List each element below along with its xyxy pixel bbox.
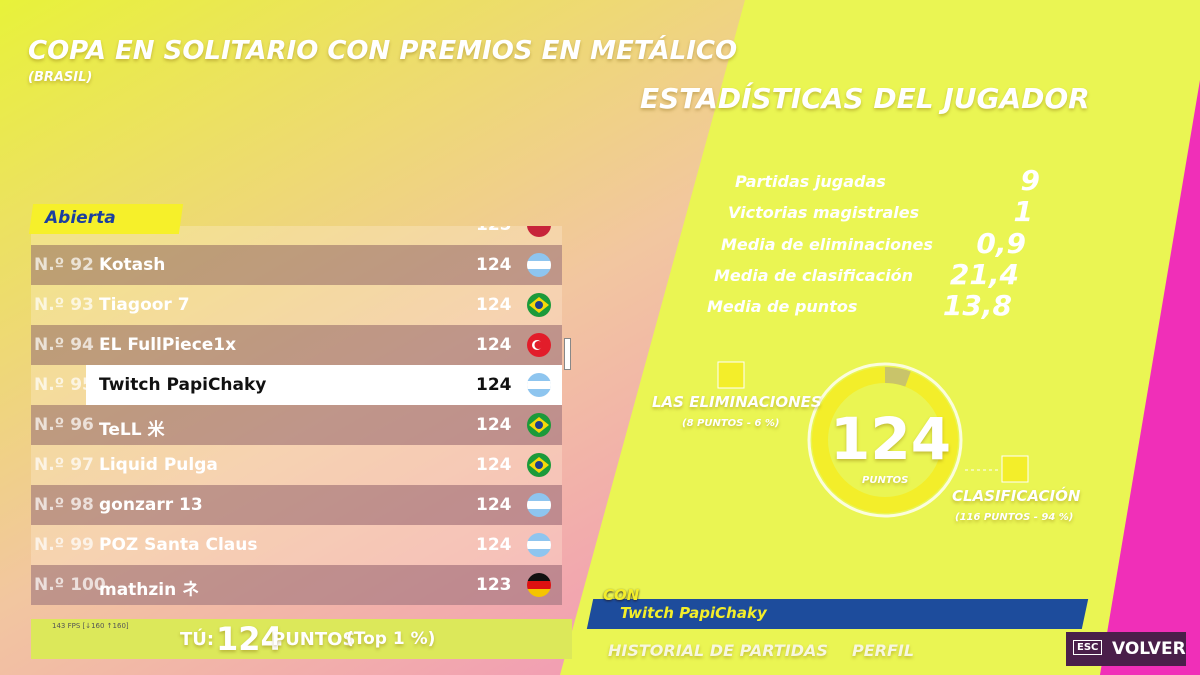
flag [527, 573, 551, 597]
leaderboard-row[interactable]: N.º 94 EL FullPiece1x 124 [31, 325, 562, 365]
stats-title: ESTADÍSTICAS DEL JUGADOR [640, 82, 1090, 115]
stat-value: 1 [1013, 195, 1033, 229]
back-label[interactable]: VOLVER [1112, 639, 1186, 659]
highlight [86, 365, 562, 405]
rank: N.º 100 [34, 575, 106, 595]
tab-history[interactable]: HISTORIAL DE PARTIDAS [608, 641, 828, 660]
flag [527, 453, 551, 477]
flag [527, 413, 551, 437]
points: 124 [476, 255, 512, 275]
rank: N.º 99 [34, 535, 94, 555]
player-name: gonzarr 13 [99, 495, 203, 515]
player-name: POZ Santa Claus [99, 535, 258, 555]
flag [527, 493, 551, 517]
stat-label: Media de puntos [707, 297, 858, 317]
points: 124 [476, 295, 512, 315]
stat-label: Victorias magistrales [728, 203, 920, 223]
flag [527, 226, 551, 237]
stat-label: Partidas jugadas [735, 172, 886, 191]
flag [527, 373, 551, 397]
flag-icon [527, 533, 551, 562]
flag-icon [527, 333, 551, 362]
flag-icon [527, 253, 551, 282]
rank: N.º 92 [34, 255, 94, 275]
flag-icon [527, 453, 551, 482]
leaderboard-row[interactable]: N.º 92 Kotash 124 [31, 245, 562, 285]
player-name: TeLL 米 [99, 420, 165, 440]
total-label: PUNTOS [862, 475, 909, 486]
points-chart [717, 361, 1029, 518]
points: 124 [476, 415, 512, 435]
points: 124 [476, 535, 512, 555]
subtitle: (BRASIL) [28, 70, 93, 85]
flag-icon [527, 293, 551, 322]
flag-icon [527, 573, 551, 602]
points: 124 [476, 495, 512, 515]
stat-label: Media de eliminaciones [721, 234, 933, 254]
rank: N.º 93 [34, 295, 94, 315]
flag [527, 293, 551, 317]
stat-value: 13,8 [942, 289, 1012, 323]
elim-title: LAS ELIMINACIONES [652, 393, 822, 411]
elim-detail: (8 PUNTOS - 6 %) [682, 418, 780, 429]
top: (Top 1 %) [346, 629, 436, 649]
rank: N.º 95 [34, 375, 94, 395]
player-name: Liquid Pulga [99, 455, 218, 475]
points: 124 [476, 335, 512, 355]
esc-key: ESC [1073, 640, 1103, 655]
with: CON [603, 586, 640, 604]
leaderboard-row[interactable]: N.º 99 POZ Santa Claus 124 [31, 525, 562, 565]
scrollbar[interactable] [564, 338, 571, 370]
points: 124 [476, 455, 512, 475]
points: 124 [476, 375, 512, 395]
place-detail: (116 PUNTOS - 94 %) [955, 512, 1074, 523]
points-label: PUNTOS [272, 629, 356, 650]
stat-value: 21,4 [949, 257, 1019, 291]
total-points: 124 [830, 405, 952, 473]
rank: N.º 97 [34, 455, 94, 475]
leaderboard-row[interactable]: N.º 95 Twitch PapiChaky 124 [31, 365, 562, 405]
flag-icon [527, 226, 551, 242]
player-name: Twitch PapiChaky [99, 375, 267, 395]
points: 125 [476, 226, 512, 235]
flag-icon [527, 413, 551, 442]
tab[interactable]: Abierta [45, 208, 116, 228]
player-name: mathzin ネ [99, 580, 200, 600]
back-button[interactable] [1066, 632, 1186, 666]
player-name: Tiagoor 7 [99, 295, 190, 315]
leaderboard-row[interactable]: N.º 98 gonzarr 13 124 [31, 485, 562, 525]
player-name: Kotash [99, 255, 166, 275]
flag-icon [527, 373, 551, 402]
points: 123 [476, 575, 512, 595]
flag-icon [527, 493, 551, 522]
leaderboard-row[interactable]: N.º 100 mathzin ネ 123 [31, 565, 562, 605]
leaderboard-row[interactable]: N.º 96 TeLL 米 124 [31, 405, 562, 445]
player-name: Twitch PapiChaky [620, 604, 767, 622]
title: COPA EN SOLITARIO CON PREMIOS EN METÁLIC… [28, 36, 738, 66]
place-title: CLASIFICACIÓN [952, 487, 1081, 505]
player-name: EL FullPiece1x [99, 335, 237, 355]
flag [527, 333, 551, 357]
tab-profile[interactable]: PERFIL [852, 641, 915, 660]
summary-bar [31, 619, 572, 659]
rank: N.º 94 [34, 335, 94, 355]
leaderboard-row[interactable]: N.º 97 Liquid Pulga 124 [31, 445, 562, 485]
you: TÚ: [180, 629, 215, 650]
fps: 143 FPS [↓160 ↑160] [52, 622, 129, 630]
stat-value: 9 [1020, 164, 1040, 197]
stat-value: 0,9 [976, 226, 1026, 260]
rank: N.º 98 [34, 495, 94, 515]
flag [527, 253, 551, 277]
rank: N.º 96 [34, 415, 94, 435]
leaderboard-row[interactable]: N.º 93 Tiagoor 7 124 [31, 285, 562, 325]
stat-label: Media de clasificación [714, 265, 913, 285]
your-points: 124 [216, 620, 283, 658]
flag [527, 533, 551, 557]
